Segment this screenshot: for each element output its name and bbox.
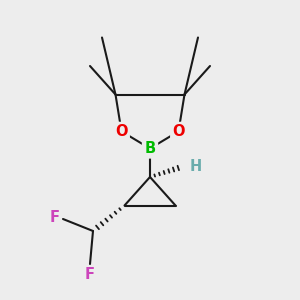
Text: O: O bbox=[115, 124, 128, 139]
Text: F: F bbox=[85, 267, 95, 282]
Text: B: B bbox=[144, 141, 156, 156]
Text: F: F bbox=[50, 210, 60, 225]
Text: O: O bbox=[172, 124, 185, 139]
Text: H: H bbox=[190, 159, 202, 174]
